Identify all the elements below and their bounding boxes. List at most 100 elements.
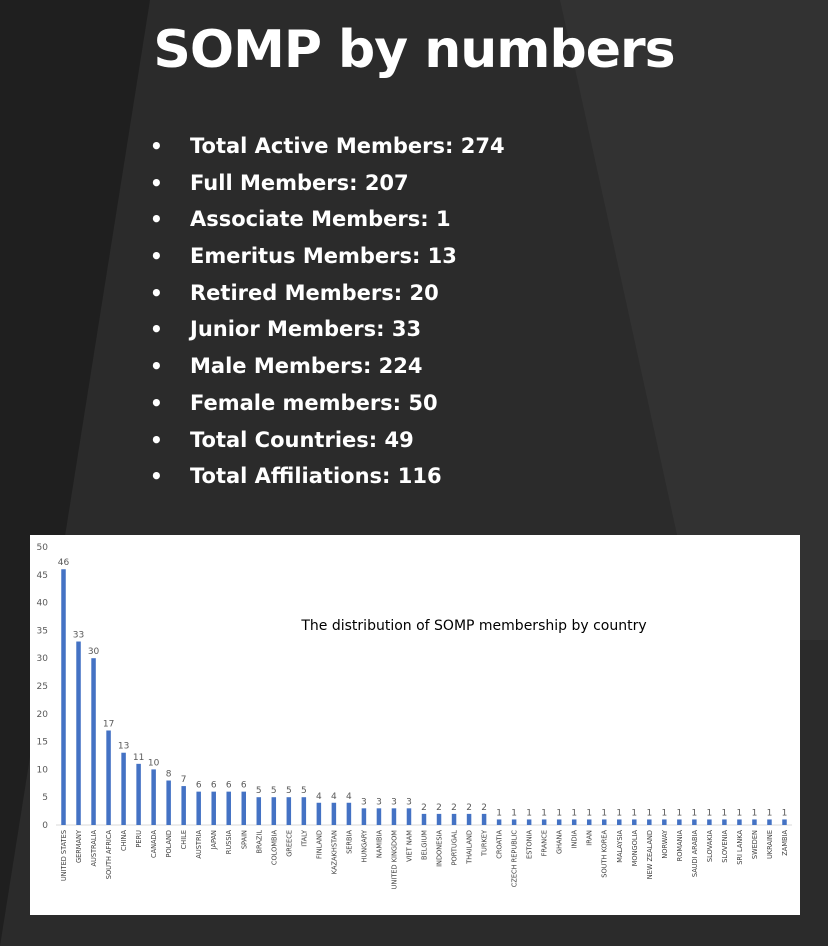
bar: [331, 802, 337, 825]
bar-value-label: 6: [196, 781, 202, 791]
stat-associate-members: Associate Members: 1: [150, 201, 505, 238]
x-tick-label: SRI LANKA: [736, 830, 744, 865]
bar: [677, 819, 682, 825]
x-tick-label: JAPAN: [210, 830, 218, 850]
bar: [256, 797, 262, 825]
stat-junior-members: Junior Members: 33: [150, 311, 505, 348]
bar: [601, 819, 607, 825]
x-tick-label: KAZAKHSTAN: [330, 830, 338, 874]
bar: [166, 780, 171, 825]
x-tick-label: SOUTH AFRICA: [105, 830, 113, 880]
bar-value-label: 6: [226, 781, 232, 791]
bar: [421, 813, 427, 825]
x-tick-label: SPAIN: [240, 830, 248, 849]
x-tick-label: BRAZIL: [255, 830, 263, 854]
x-tick-label: SERBIA: [345, 830, 353, 854]
x-tick-label: NORWAY: [661, 829, 669, 859]
bar: [571, 819, 577, 825]
x-tick-label: POLAND: [165, 830, 173, 858]
bar: [722, 819, 727, 825]
x-tick-label: ITALY: [300, 829, 308, 847]
bar: [617, 819, 622, 825]
bar: [692, 819, 697, 825]
bar-value-label: 1: [496, 808, 502, 818]
x-tick-label: UNITED STATES: [60, 830, 68, 881]
y-tick-label: 25: [37, 682, 48, 692]
bar-value-label: 1: [556, 808, 562, 818]
bar-value-label: 1: [676, 808, 682, 818]
bar: [737, 819, 742, 825]
x-tick-label: MONGOLIA: [631, 830, 639, 867]
bar-value-label: 1: [782, 808, 788, 818]
bar-value-label: 1: [586, 808, 592, 818]
x-tick-label: UNITED KINGDOM: [390, 830, 398, 890]
bar: [151, 769, 156, 825]
x-tick-label: IRAN: [586, 830, 594, 846]
bar: [496, 819, 502, 825]
bar-value-label: 4: [331, 792, 337, 802]
page-title: SOMP by numbers: [153, 20, 675, 80]
bar: [451, 813, 457, 825]
x-tick-label: FRANCE: [541, 830, 549, 856]
bar-value-label: 5: [271, 786, 277, 796]
bar-value-label: 4: [346, 792, 352, 802]
y-tick-label: 10: [37, 765, 49, 775]
x-tick-label: SLOVENIA: [721, 830, 729, 863]
x-tick-label: TURKEY: [481, 829, 489, 857]
stat-total-active-members: Total Active Members: 274: [150, 128, 505, 165]
y-tick-label: 15: [37, 738, 48, 748]
x-tick-label: NEW ZEALAND: [646, 830, 654, 879]
bar: [286, 797, 292, 825]
stat-total-affiliations: Total Affiliations: 116: [150, 458, 505, 495]
x-tick-label: THAILAND: [466, 830, 474, 865]
x-tick-label: HUNGARY: [360, 829, 368, 862]
membership-bar-chart: The distribution of SOMP membership by c…: [37, 543, 792, 890]
bar: [481, 813, 487, 825]
bar-value-label: 1: [692, 808, 698, 818]
x-tick-label: ESTONIA: [526, 830, 534, 859]
bar-value-label: 1: [631, 808, 637, 818]
bar: [121, 752, 126, 825]
bar: [226, 791, 231, 825]
bar: [361, 808, 367, 825]
y-tick-label: 40: [37, 599, 49, 609]
bar: [662, 819, 667, 825]
bar-value-label: 33: [73, 631, 84, 641]
x-tick-label: SAUDI ARABIA: [691, 830, 699, 878]
bar-value-label: 1: [707, 808, 713, 818]
stat-female-members: Female members: 50: [150, 385, 505, 422]
bar-value-label: 46: [58, 558, 70, 568]
stat-retired-members: Retired Members: 20: [150, 275, 505, 312]
stat-total-countries: Total Countries: 49: [150, 422, 505, 459]
bar-value-label: 11: [133, 753, 144, 763]
bar-value-label: 7: [181, 775, 187, 785]
y-tick-label: 20: [37, 710, 49, 720]
x-tick-label: INDIA: [571, 830, 579, 849]
bar: [391, 808, 397, 825]
bar-value-label: 1: [737, 808, 743, 818]
bar-value-label: 13: [118, 742, 129, 752]
stats-list: Total Active Members: 274 Full Members: …: [150, 128, 505, 495]
x-tick-label: AUSTRALIA: [90, 830, 98, 867]
x-tick-label: ROMANIA: [676, 830, 684, 862]
x-tick-label: ZAMBIA: [781, 830, 789, 856]
x-tick-label: SLOVAKIA: [706, 830, 714, 863]
x-tick-label: SOUTH KOREA: [601, 830, 609, 878]
bar: [346, 802, 352, 825]
bar-value-label: 6: [241, 781, 247, 791]
bar: [767, 819, 772, 825]
bar-value-label: 2: [421, 803, 427, 813]
bar: [556, 819, 562, 825]
x-tick-label: COLOMBIA: [270, 830, 278, 866]
x-tick-label: GREECE: [285, 830, 293, 857]
x-tick-label: GERMANY: [75, 829, 83, 863]
x-tick-label: CHINA: [120, 830, 128, 851]
bar-value-label: 6: [211, 781, 217, 791]
bar: [271, 797, 277, 825]
x-tick-label: FINLAND: [315, 830, 323, 859]
x-tick-label: CHILE: [180, 830, 188, 849]
bar: [301, 797, 307, 825]
bar: [211, 791, 216, 825]
x-tick-label: PERU: [135, 830, 143, 848]
bar-value-label: 5: [286, 786, 292, 796]
